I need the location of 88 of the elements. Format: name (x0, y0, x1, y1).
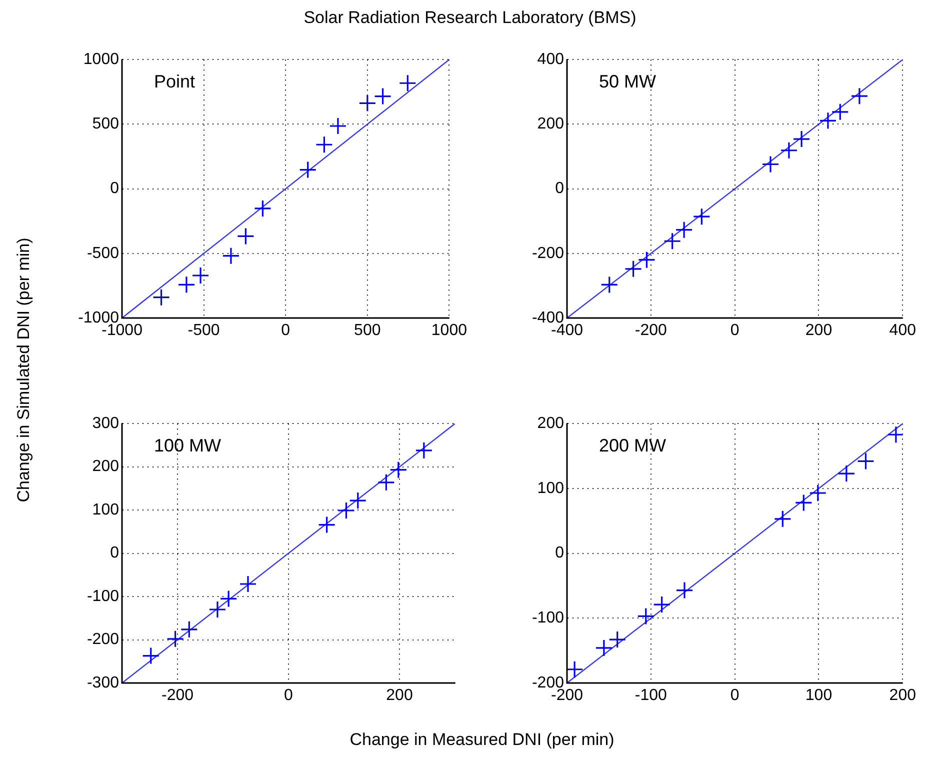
x-tick-label: 0 (730, 687, 740, 704)
point (192, 266, 210, 284)
y-tick-label: -200 (86, 631, 120, 648)
x-tick-label: 0 (281, 322, 290, 340)
point (608, 630, 626, 648)
point (415, 442, 433, 460)
annotation: Point (154, 72, 196, 92)
x-tick-label: 200 (386, 687, 413, 704)
point (318, 516, 336, 534)
x-tick-label: 200 (889, 687, 916, 704)
y-tick-label: 200 (537, 415, 564, 432)
y-tick-label: 0 (110, 544, 120, 562)
x-tick-label: 0 (730, 322, 740, 340)
point (600, 276, 618, 294)
x-tick-label: 500 (354, 322, 381, 340)
y-tick-label: -100 (532, 610, 564, 627)
x-tick-label: -100 (634, 687, 668, 704)
y-axis-title: Change in Simulated DNI (per min) (14, 238, 34, 502)
point (692, 208, 710, 226)
point (254, 200, 272, 218)
y-tick-label: -500 (86, 244, 120, 262)
point (792, 130, 810, 148)
y-tick-label: 100 (92, 501, 120, 518)
x-tick-label: 0 (284, 687, 294, 704)
point (831, 103, 849, 121)
point (762, 155, 780, 174)
point (220, 590, 238, 608)
y-tick-label: 0 (555, 180, 564, 198)
point (374, 87, 392, 106)
point (349, 492, 367, 510)
x-tick-label: -200 (161, 687, 194, 704)
point (222, 247, 240, 265)
y-tick-label: 0 (110, 180, 120, 198)
point (180, 620, 198, 638)
point (329, 117, 347, 135)
x-tick-label: 100 (805, 687, 832, 704)
point (377, 474, 395, 492)
annotation: 50 MW (599, 72, 656, 92)
point (780, 142, 798, 160)
point (819, 112, 837, 130)
point (337, 502, 356, 520)
point (850, 87, 868, 105)
point (315, 136, 334, 154)
point (638, 251, 656, 269)
y-tick-label: 400 (537, 51, 564, 68)
point (637, 607, 655, 626)
point (152, 288, 170, 306)
x-tick-label: 200 (805, 322, 832, 340)
annotation: 200 MW (599, 436, 666, 456)
point (675, 221, 693, 239)
point (299, 161, 317, 179)
y-tick-label: -300 (86, 674, 120, 692)
point (358, 94, 376, 112)
point (676, 581, 694, 600)
x-axis-title: Change in Measured DNI (per min) (350, 730, 614, 750)
point (774, 510, 792, 528)
point (239, 575, 257, 593)
point (178, 276, 196, 294)
point (624, 260, 642, 278)
point (809, 484, 827, 502)
point (208, 600, 226, 618)
point (664, 232, 682, 250)
y-tick-label: 0 (555, 544, 564, 562)
point (398, 74, 416, 92)
y-tick-label: -100 (86, 588, 120, 605)
annotation: 100 MW (154, 436, 222, 456)
y-tick-label: 500 (92, 116, 120, 133)
point (653, 596, 671, 614)
x-tick-label: -200 (634, 322, 668, 340)
point (856, 452, 875, 470)
y-tick-label: 200 (537, 116, 564, 133)
point (390, 461, 408, 479)
y-tick-label: 1000 (83, 51, 120, 68)
x-tick-label: -500 (188, 322, 220, 340)
point (236, 227, 254, 246)
point (166, 630, 184, 648)
chart-title: Solar Radiation Research Laboratory (BMS) (304, 8, 636, 28)
point (595, 639, 613, 657)
y-tick-label: 100 (537, 480, 564, 497)
y-tick-label: 300 (92, 415, 120, 432)
x-tick-label: 1000 (431, 322, 468, 340)
point (567, 660, 584, 678)
x-tick-label: 400 (889, 322, 916, 340)
y-tick-label: -200 (532, 244, 564, 262)
point (142, 646, 160, 665)
point (794, 494, 812, 512)
y-tick-label: 200 (92, 458, 120, 476)
point (838, 464, 856, 482)
